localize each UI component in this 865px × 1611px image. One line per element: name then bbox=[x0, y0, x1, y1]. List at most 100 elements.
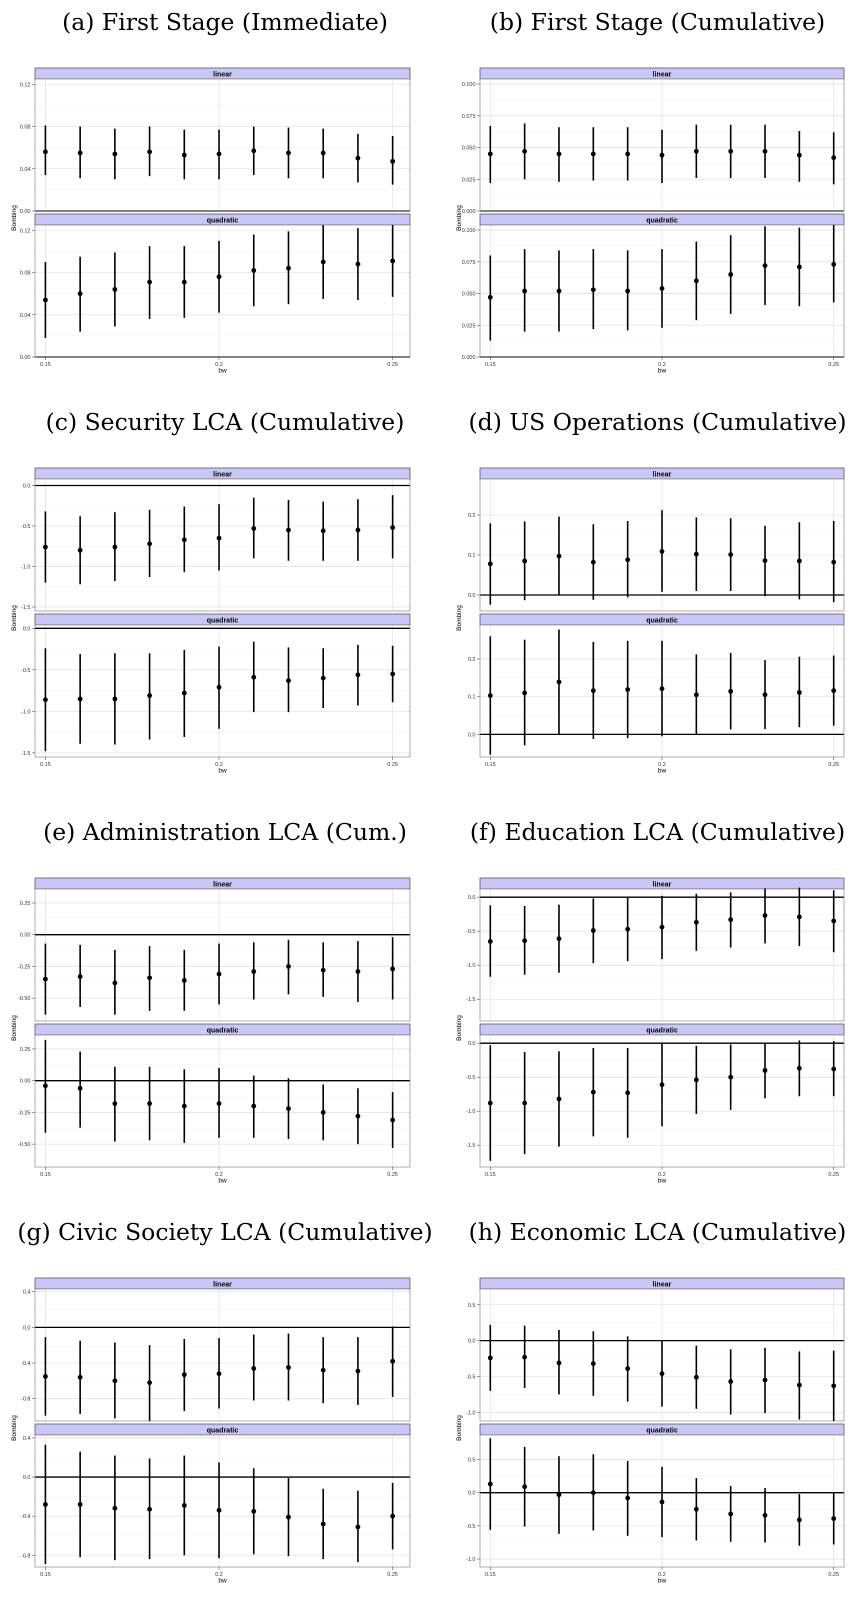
y-tick-label: 0.0 bbox=[23, 483, 31, 489]
facet-strip-label: linear bbox=[653, 1281, 672, 1288]
point-estimate bbox=[522, 558, 528, 564]
y-tick-label: -0.5 bbox=[21, 668, 30, 674]
panel-caption: (g) Civic Society LCA (Cumulative) bbox=[17, 1218, 433, 1246]
y-tick-label: -1.0 bbox=[466, 1109, 475, 1115]
point-estimate bbox=[590, 1089, 596, 1095]
plot-area bbox=[35, 1289, 410, 1421]
y-tick-label: 0.0 bbox=[468, 895, 476, 901]
x-tick-label: 0.2 bbox=[658, 1172, 666, 1178]
facet-strip-label: linear bbox=[653, 881, 672, 888]
point-estimate bbox=[355, 261, 361, 267]
point-estimate bbox=[831, 1066, 837, 1072]
point-estimate bbox=[216, 151, 222, 157]
point-estimate bbox=[590, 287, 596, 293]
point-estimate bbox=[77, 1502, 83, 1507]
point-estimate bbox=[216, 535, 222, 541]
point-estimate bbox=[590, 559, 596, 565]
y-axis-title: Bombing bbox=[11, 205, 18, 231]
facet-strip-label: quadratic bbox=[646, 217, 678, 224]
x-axis-title: bw bbox=[658, 368, 667, 375]
point-estimate bbox=[286, 964, 291, 969]
point-estimate bbox=[728, 688, 734, 694]
x-axis-title: bw bbox=[658, 768, 667, 775]
y-tick-label: 0.2 bbox=[468, 657, 476, 663]
chart-panel-e: linear -0.50 -0.25 0.00 0.25 quadratic -0.50 -0… bbox=[11, 877, 411, 1185]
y-tick-label: -1.0 bbox=[466, 1410, 475, 1416]
facet-linear: linear -0.50 -0.25 0.00 0.25 bbox=[18, 877, 411, 1022]
point-estimate bbox=[728, 1511, 734, 1517]
point-estimate bbox=[796, 1382, 802, 1388]
y-tick-label: -1.5 bbox=[466, 997, 475, 1003]
facet-strip-label: quadratic bbox=[646, 1027, 678, 1034]
point-estimate bbox=[796, 152, 802, 158]
chart-panel-b: linear0.0000.0250.0500.0750.100quadratic… bbox=[456, 67, 845, 375]
y-tick-label: 0.00 bbox=[20, 355, 31, 361]
x-tick-label: 0.25 bbox=[387, 362, 398, 368]
point-estimate bbox=[390, 1513, 396, 1519]
point-estimate bbox=[355, 155, 361, 161]
point-estimate bbox=[251, 268, 257, 273]
point-estimate bbox=[659, 1082, 665, 1088]
point-estimate bbox=[487, 1100, 493, 1106]
point-estimate bbox=[355, 527, 361, 533]
point-estimate bbox=[286, 678, 291, 684]
point-estimate bbox=[77, 291, 83, 297]
y-tick-label: -1.0 bbox=[466, 963, 475, 969]
x-axis-title: bw bbox=[218, 1578, 227, 1585]
point-estimate bbox=[590, 151, 596, 157]
y-tick-label: -0.8 bbox=[21, 1397, 30, 1403]
point-estimate bbox=[112, 544, 118, 550]
y-tick-label: -0.4 bbox=[21, 1514, 30, 1520]
y-axis-title: Bombing bbox=[456, 1415, 463, 1441]
y-tick-label: 0.2 bbox=[468, 513, 476, 519]
plot-area bbox=[35, 479, 410, 611]
y-tick-label: 0.075 bbox=[462, 114, 476, 120]
facet-strip-label: linear bbox=[213, 471, 232, 478]
x-axis-title: bw bbox=[658, 1178, 667, 1185]
point-estimate bbox=[286, 527, 291, 533]
x-tick-label: 0.2 bbox=[215, 1572, 223, 1578]
facet-quadratic: quadratic -1.0 -0.5 0.0 0.5 bbox=[466, 1423, 845, 1568]
x-tick-label: 0.15 bbox=[485, 762, 496, 768]
point-estimate bbox=[693, 148, 699, 154]
y-tick-label: -0.8 bbox=[21, 1553, 30, 1559]
point-estimate bbox=[112, 151, 118, 157]
point-estimate bbox=[355, 1113, 361, 1119]
y-axis-title: Bombing bbox=[456, 605, 463, 631]
point-estimate bbox=[693, 1506, 699, 1512]
point-estimate bbox=[556, 936, 562, 942]
plot-frame bbox=[479, 888, 845, 1022]
y-tick-label: -1.0 bbox=[21, 564, 30, 570]
point-estimate bbox=[320, 1110, 326, 1115]
point-estimate bbox=[320, 259, 326, 265]
facet-quadratic: quadratic -1.5 -1.0 -0.5 0.0 bbox=[466, 1023, 845, 1168]
point-estimate bbox=[251, 1508, 257, 1514]
point-estimate bbox=[390, 1358, 396, 1364]
point-estimate bbox=[77, 150, 83, 156]
y-axis-title: Bombing bbox=[11, 1015, 18, 1041]
y-tick-label: 0.5 bbox=[468, 1303, 476, 1309]
point-estimate bbox=[556, 1492, 562, 1498]
plot-frame bbox=[34, 478, 411, 612]
facet-quadratic: quadratic -0.8 -0.4 0.0 0.4 bbox=[21, 1423, 411, 1568]
point-estimate bbox=[286, 1106, 291, 1112]
point-estimate bbox=[286, 265, 291, 271]
y-tick-label: 0.04 bbox=[20, 167, 31, 173]
point-estimate bbox=[390, 1117, 396, 1123]
point-estimate bbox=[762, 263, 768, 269]
y-tick-label: 0.0 bbox=[468, 1491, 476, 1497]
plot-area bbox=[35, 79, 410, 211]
point-estimate bbox=[831, 1383, 837, 1389]
x-tick-label: 0.25 bbox=[828, 1172, 839, 1178]
plot-frame bbox=[479, 1288, 845, 1422]
facet-quadratic: quadratic 0.000 0.025 0.050 0.075 0.100 bbox=[462, 213, 845, 361]
point-estimate bbox=[831, 261, 837, 267]
facet-linear: linear -1.5 -1.0 -0.5 0.0 bbox=[21, 467, 411, 612]
x-axis-title: bw bbox=[218, 368, 227, 375]
point-estimate bbox=[147, 279, 152, 285]
point-estimate bbox=[251, 525, 257, 531]
point-estimate bbox=[590, 1490, 596, 1496]
point-estimate bbox=[216, 274, 222, 280]
facet-linear: linear -1.0 -0.5 0.0 0.5 bbox=[466, 1277, 845, 1422]
x-tick-label: 0.25 bbox=[387, 1572, 398, 1578]
